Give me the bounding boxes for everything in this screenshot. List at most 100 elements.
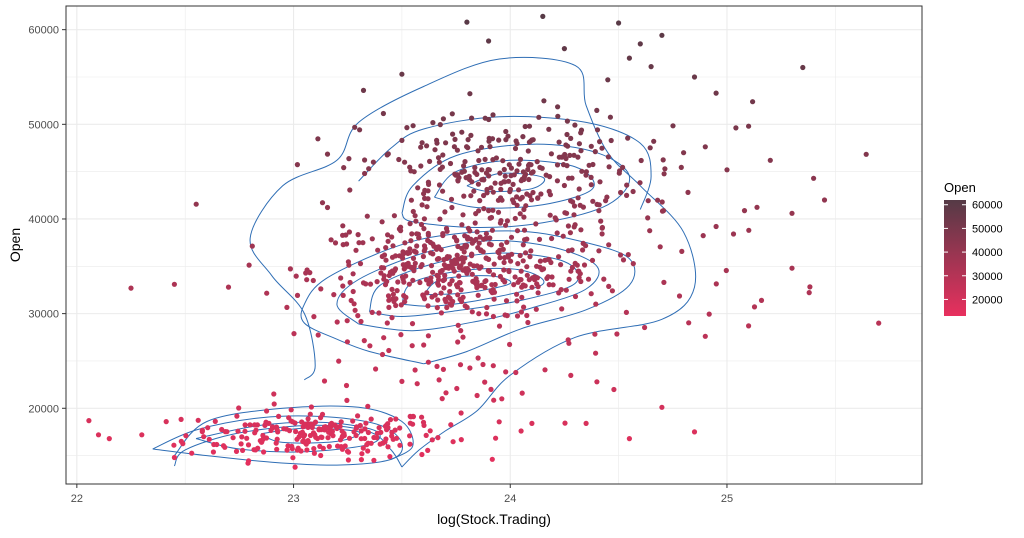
- data-point: [362, 157, 368, 163]
- y-tick-label: 40000: [28, 214, 59, 226]
- data-point: [746, 123, 752, 129]
- data-point: [425, 196, 431, 202]
- data-point: [681, 150, 687, 156]
- data-point: [555, 113, 561, 119]
- data-point: [588, 174, 594, 180]
- data-point: [365, 403, 371, 409]
- data-point: [624, 192, 630, 198]
- data-point: [225, 284, 232, 290]
- data-point: [508, 173, 514, 179]
- data-point: [560, 233, 566, 239]
- data-point: [469, 179, 475, 185]
- data-point: [651, 138, 657, 144]
- data-point: [464, 144, 470, 150]
- data-point: [183, 433, 189, 439]
- data-point: [276, 413, 282, 419]
- data-point: [659, 199, 665, 205]
- data-point: [487, 235, 493, 241]
- data-point: [340, 232, 346, 238]
- data-point: [549, 274, 555, 280]
- data-point: [454, 172, 461, 178]
- data-point: [524, 272, 530, 278]
- data-point: [483, 231, 489, 237]
- data-point: [449, 204, 455, 211]
- data-point: [519, 194, 525, 200]
- data-point: [593, 301, 599, 307]
- data-point: [467, 365, 473, 371]
- data-point: [346, 156, 352, 162]
- data-point: [234, 413, 240, 419]
- data-point: [448, 422, 454, 428]
- data-point: [381, 273, 387, 279]
- data-point: [205, 425, 211, 431]
- data-point: [579, 168, 585, 174]
- data-point: [532, 277, 538, 283]
- data-point: [482, 379, 488, 385]
- data-point: [414, 381, 420, 387]
- data-point: [481, 206, 487, 212]
- data-point: [411, 268, 417, 274]
- data-point: [450, 439, 456, 445]
- data-point: [464, 19, 470, 25]
- data-point: [533, 306, 539, 312]
- data-point: [630, 261, 636, 267]
- data-point: [541, 98, 547, 104]
- data-point: [473, 276, 479, 282]
- data-point: [599, 224, 606, 231]
- data-point: [702, 144, 708, 150]
- data-point: [292, 464, 298, 470]
- data-point: [478, 248, 484, 254]
- data-point: [382, 423, 388, 429]
- data-point: [360, 445, 366, 451]
- data-point: [517, 211, 523, 217]
- data-point: [482, 156, 488, 162]
- data-point: [381, 252, 388, 258]
- data-point: [399, 137, 405, 143]
- data-point: [463, 268, 469, 274]
- data-point: [583, 420, 589, 426]
- data-point: [475, 355, 481, 361]
- data-point: [415, 185, 421, 191]
- data-point: [489, 456, 495, 462]
- data-point: [455, 243, 461, 250]
- data-point: [459, 222, 465, 228]
- data-point: [520, 134, 526, 140]
- data-point: [434, 305, 440, 311]
- data-point: [609, 288, 616, 294]
- data-point: [321, 378, 328, 384]
- data-point: [340, 242, 346, 248]
- data-point: [338, 275, 344, 281]
- data-point: [443, 140, 449, 146]
- data-point: [380, 110, 386, 117]
- data-point: [480, 176, 487, 182]
- data-point: [511, 282, 517, 288]
- data-point: [437, 216, 443, 222]
- data-point: [568, 372, 574, 378]
- data-point: [468, 132, 474, 138]
- data-point: [394, 288, 400, 294]
- data-point: [465, 137, 471, 143]
- data-point: [438, 310, 444, 316]
- data-point: [616, 20, 622, 26]
- data-point: [312, 432, 318, 438]
- data-point: [481, 236, 487, 242]
- data-point: [625, 252, 631, 258]
- data-point: [580, 247, 586, 253]
- data-point: [373, 366, 379, 372]
- data-point: [326, 443, 332, 450]
- data-point: [381, 335, 387, 341]
- data-point: [291, 331, 297, 337]
- data-point: [350, 418, 356, 424]
- data-point: [362, 170, 368, 177]
- data-point: [304, 447, 310, 453]
- data-point: [546, 282, 552, 288]
- data-point: [413, 249, 419, 255]
- contour-line: [174, 405, 414, 460]
- data-point: [475, 181, 481, 187]
- data-point: [360, 87, 367, 93]
- data-point: [245, 460, 251, 466]
- data-point: [439, 396, 445, 402]
- data-point: [422, 245, 428, 252]
- data-point: [210, 449, 216, 455]
- data-point: [390, 243, 396, 249]
